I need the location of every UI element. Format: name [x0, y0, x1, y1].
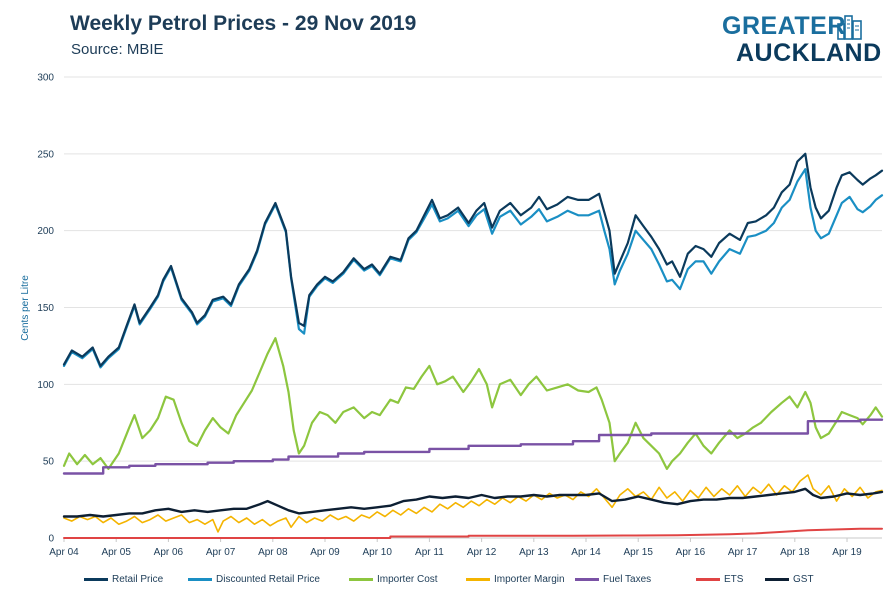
y-tick-label: 200: [37, 226, 54, 237]
y-axis-label: Cents per Litre: [20, 275, 31, 341]
legend-swatch: [349, 577, 373, 581]
x-tick-label: Apr 18: [780, 547, 810, 558]
x-tick-label: Apr 16: [676, 547, 706, 558]
chart-title: Weekly Petrol Prices - 29 Nov 2019: [70, 12, 417, 35]
legend-swatch: [466, 577, 490, 581]
x-tick-label: Apr 17: [728, 547, 758, 558]
logo-line-2: AUCKLAND: [736, 39, 882, 67]
x-tick-label: Apr 06: [154, 547, 184, 558]
legend-swatch: [84, 577, 108, 581]
y-tick-label: 100: [37, 380, 54, 391]
legend-item: Retail Price: [84, 571, 163, 587]
legend-item: Importer Cost: [349, 571, 438, 587]
chart-subtitle: Source: MBIE: [71, 41, 164, 58]
legend-item: GST: [765, 571, 814, 587]
x-tick-label: Apr 15: [623, 547, 653, 558]
series-line-gst: [62, 487, 884, 518]
greater-auckland-logo: GREATER AUCKLAND: [720, 12, 885, 67]
x-tick-label: Apr 08: [258, 547, 288, 558]
x-tick-label: Apr 07: [206, 547, 236, 558]
legend-label: ETS: [724, 573, 744, 585]
x-tick-label: Apr 04: [49, 547, 79, 558]
legend-label: GST: [793, 573, 814, 585]
x-tick-label: Apr 12: [467, 547, 497, 558]
legend-item: Importer Margin: [466, 571, 565, 587]
chart-legend: Retail Price Discounted Retail Price Impor…: [0, 571, 895, 589]
x-tick-label: Apr 11: [415, 547, 444, 558]
series-line-retail-price: [62, 152, 884, 367]
series-line-discounted-retail-price: [62, 168, 884, 369]
legend-swatch: [696, 577, 720, 581]
legend-label: Retail Price: [112, 573, 164, 585]
legend-swatch: [188, 577, 212, 581]
y-tick-label: 0: [48, 534, 54, 545]
skyline-icon: [837, 15, 862, 40]
legend-label: Discounted Retail Price: [216, 573, 320, 585]
x-tick-label: Apr 05: [101, 547, 131, 558]
legend-label: Importer Cost: [377, 573, 438, 585]
series-line-importer-margin: [63, 474, 883, 533]
x-tick-label: Apr 09: [310, 547, 340, 558]
x-tick-label: Apr 19: [832, 547, 862, 558]
y-tick-label: 300: [37, 73, 54, 84]
series-line-ets: [63, 527, 883, 539]
series-line-importer-cost: [62, 337, 884, 470]
legend-label: Fuel Taxes: [603, 573, 652, 585]
legend-item: Discounted Retail Price: [188, 571, 320, 587]
legend-swatch: [575, 577, 599, 581]
y-tick-label: 250: [37, 149, 54, 160]
series-line-fuel-taxes: [62, 418, 884, 475]
legend-label: Importer Margin: [494, 573, 565, 585]
legend-swatch: [765, 577, 789, 581]
logo-line-1: GREATER: [722, 12, 846, 40]
x-tick-label: Apr 10: [362, 547, 392, 558]
y-tick-label: 150: [37, 303, 54, 314]
y-tick-label: 50: [43, 457, 55, 468]
legend-item: Fuel Taxes: [575, 571, 651, 587]
x-tick-label: Apr 14: [571, 547, 601, 558]
x-tick-label: Apr 13: [519, 547, 549, 558]
legend-item: ETS: [696, 571, 743, 587]
